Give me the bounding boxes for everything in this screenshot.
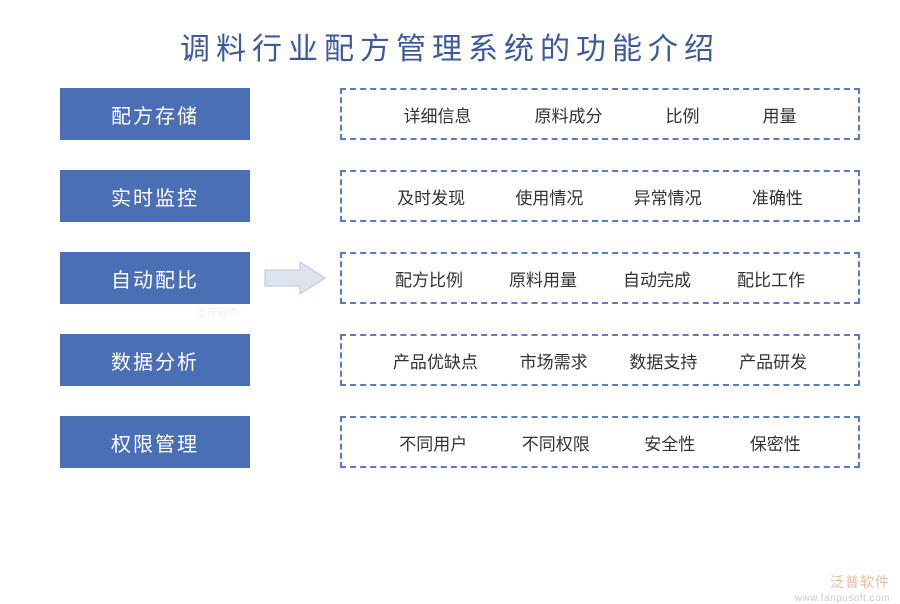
detail-item: 产品优缺点: [393, 348, 478, 373]
detail-item: 产品研发: [739, 348, 807, 373]
arrow-right-icon: [260, 258, 330, 298]
watermark-brand: 泛普软件: [830, 572, 890, 592]
detail-item: 详细信息: [404, 102, 472, 127]
category-box: 自动配比: [60, 252, 250, 304]
detail-item: 比例: [666, 102, 700, 127]
detail-item: 原料用量: [509, 266, 577, 291]
detail-box: 不同用户 不同权限 安全性 保密性: [340, 416, 860, 468]
feature-row: 自动配比 配方比例 原料用量 自动完成 配比工作: [60, 252, 860, 304]
detail-item: 异常情况: [634, 184, 702, 209]
detail-item: 安全性: [644, 430, 695, 455]
faint-watermark: 泛普软件: [195, 304, 239, 320]
category-box: 数据分析: [60, 334, 250, 386]
detail-item: 不同用户: [399, 430, 467, 455]
feature-row: 数据分析 产品优缺点 市场需求 数据支持 产品研发: [60, 334, 860, 386]
arrow-slot: [250, 258, 340, 298]
detail-box: 及时发现 使用情况 异常情况 准确性: [340, 170, 860, 222]
category-box: 权限管理: [60, 416, 250, 468]
detail-box: 详细信息 原料成分 比例 用量: [340, 88, 860, 140]
detail-item: 保密性: [750, 430, 801, 455]
category-box: 实时监控: [60, 170, 250, 222]
detail-item: 及时发现: [397, 184, 465, 209]
feature-row: 实时监控 及时发现 使用情况 异常情况 准确性: [60, 170, 860, 222]
category-box: 配方存储: [60, 88, 250, 140]
detail-item: 配比工作: [737, 266, 805, 291]
rows-container: 配方存储 详细信息 原料成分 比例 用量实时监控 及时发现 使用情况 异常情况 准确性自动配比 …: [0, 88, 900, 468]
detail-item: 用量: [763, 102, 797, 127]
page-title: 调料行业配方管理系统的功能介绍: [0, 0, 900, 88]
detail-box: 配方比例 原料用量 自动完成 配比工作: [340, 252, 860, 304]
detail-item: 不同权限: [522, 430, 590, 455]
detail-box: 产品优缺点 市场需求 数据支持 产品研发: [340, 334, 860, 386]
detail-item: 数据支持: [629, 348, 697, 373]
watermark-url: www.fanpusoft.com: [795, 593, 890, 604]
feature-row: 配方存储 详细信息 原料成分 比例 用量: [60, 88, 860, 140]
detail-item: 自动完成: [623, 266, 691, 291]
detail-item: 配方比例: [395, 266, 463, 291]
detail-item: 市场需求: [520, 348, 588, 373]
detail-item: 原料成分: [535, 102, 603, 127]
feature-row: 权限管理 不同用户 不同权限 安全性 保密性: [60, 416, 860, 468]
detail-item: 准确性: [752, 184, 803, 209]
detail-item: 使用情况: [515, 184, 583, 209]
